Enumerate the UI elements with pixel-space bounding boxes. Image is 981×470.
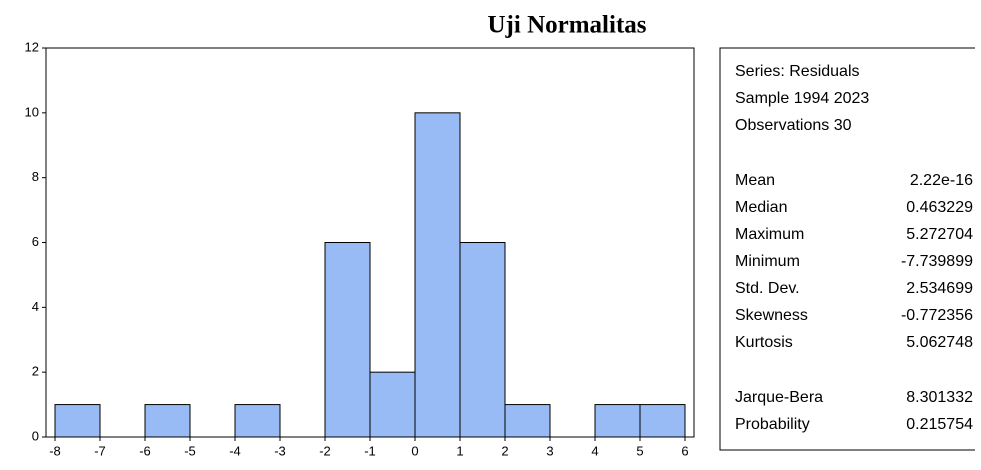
x-tick-label: 2 (501, 443, 508, 458)
x-tick-label: 1 (456, 443, 463, 458)
stats-box (719, 47, 975, 451)
stats-header: Observations 30 (735, 117, 852, 134)
bar (414, 112, 461, 438)
x-tick-label: 5 (636, 443, 643, 458)
bar (504, 404, 551, 438)
x-tick-label: -8 (49, 443, 61, 458)
stat-value: 0.215754 (906, 416, 973, 433)
bar (639, 404, 686, 438)
stats-header: Series: Residuals (735, 63, 860, 80)
y-tick-label: 2 (32, 364, 39, 379)
chart-title: Uji Normalitas (488, 12, 647, 39)
bar (369, 371, 416, 438)
x-tick-label: 0 (411, 443, 418, 458)
stat-label: Std. Dev. (735, 280, 800, 297)
x-tick-label: 3 (546, 443, 553, 458)
stat-label: Kurtosis (735, 334, 793, 351)
y-tick-label: 6 (32, 234, 39, 249)
y-tick-label: 0 (32, 428, 39, 443)
stat-label: Maximum (735, 226, 804, 243)
stat-value: 5.062748 (906, 334, 973, 351)
y-tick-label: 4 (32, 299, 39, 314)
stat-label: Median (735, 199, 787, 216)
x-tick-label: -7 (94, 443, 106, 458)
stat-value: 0.463229 (906, 199, 973, 216)
x-tick-label: -4 (229, 443, 241, 458)
x-tick-label: 6 (681, 443, 688, 458)
stat-value: 2.534699 (906, 280, 973, 297)
stats-header: Sample 1994 2023 (735, 90, 869, 107)
stat-label: Probability (735, 416, 810, 433)
bar (594, 404, 641, 438)
stat-value: -0.772356 (901, 307, 973, 324)
bar (459, 242, 506, 438)
x-tick-label: -6 (139, 443, 151, 458)
x-tick-label: 4 (591, 443, 598, 458)
stat-value: 5.272704 (906, 226, 973, 243)
stat-label: Skewness (735, 307, 808, 324)
x-tick-label: -1 (364, 443, 376, 458)
stat-value: 8.301332 (906, 389, 973, 406)
y-tick-label: 12 (25, 39, 39, 54)
bar (234, 404, 281, 438)
stat-label: Jarque-Bera (735, 389, 823, 406)
stat-value: 2.22e-16 (910, 172, 973, 189)
bar (144, 404, 191, 438)
y-tick-label: 10 (25, 104, 39, 119)
y-tick-label: 8 (32, 169, 39, 184)
bar (54, 404, 101, 438)
bar (324, 242, 371, 438)
x-tick-label: -3 (274, 443, 286, 458)
stat-value: -7.739899 (901, 253, 973, 270)
x-tick-label: -5 (184, 443, 196, 458)
stat-label: Mean (735, 172, 775, 189)
x-tick-label: -2 (319, 443, 331, 458)
stat-label: Minimum (735, 253, 800, 270)
